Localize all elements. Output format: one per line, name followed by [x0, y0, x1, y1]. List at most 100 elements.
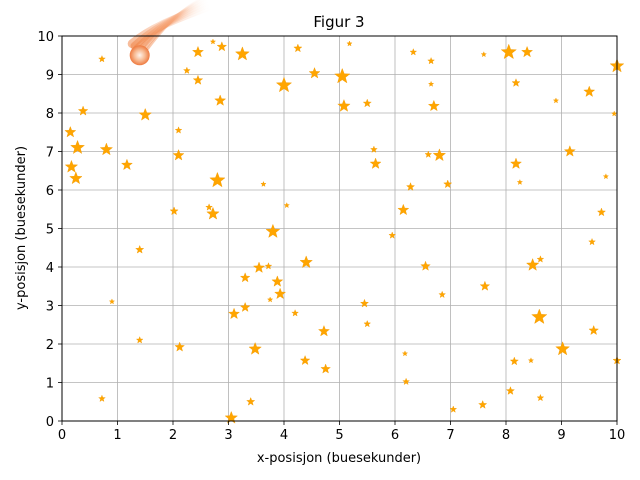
grid-lines [61, 35, 618, 422]
star-marker [209, 171, 226, 188]
y-tick-label: 8 [46, 107, 54, 122]
star-marker [293, 43, 303, 53]
star-marker [511, 78, 521, 87]
star-marker [337, 99, 351, 112]
star-marker [500, 43, 517, 60]
x-tick-label: 6 [391, 428, 399, 443]
star-marker [274, 287, 287, 300]
star-marker [98, 394, 106, 402]
star-marker [588, 324, 599, 335]
star-marker [183, 66, 191, 74]
star-marker [555, 341, 571, 356]
star-marker [172, 149, 185, 161]
star-marker [438, 290, 447, 298]
x-tick-label: 0 [58, 428, 66, 443]
x-tick-label: 9 [557, 428, 565, 443]
star-marker [334, 67, 351, 84]
star-marker [602, 173, 610, 180]
star-marker [479, 280, 491, 291]
star-marker [206, 206, 220, 220]
star-marker [359, 298, 370, 308]
star-marker [214, 94, 227, 106]
star-marker [510, 157, 522, 169]
star-marker [234, 46, 250, 61]
star-marker [174, 341, 185, 352]
star-marker [192, 45, 204, 58]
star-marker [397, 203, 410, 216]
star-marker [138, 107, 152, 121]
comet-head [129, 45, 150, 66]
x-tick-label: 8 [502, 428, 510, 443]
y-axis-label: y-posisjon (buesekunder) [14, 146, 29, 310]
star-marker [291, 309, 299, 317]
star-marker [228, 307, 241, 320]
star-marker [536, 255, 545, 263]
y-tick-label: 4 [46, 261, 54, 276]
star-marker [77, 105, 89, 116]
star-marker [402, 377, 410, 385]
star-marker [260, 180, 267, 187]
star-marker [275, 76, 293, 93]
star-marker [363, 319, 372, 328]
star-markers [64, 38, 625, 424]
star-marker [283, 202, 290, 209]
y-tick-label: 10 [37, 30, 54, 45]
star-marker [135, 244, 145, 254]
star-marker [401, 350, 409, 357]
star-marker [536, 393, 545, 402]
star-marker [432, 148, 447, 162]
star-marker [362, 98, 372, 108]
star-marker [409, 48, 418, 56]
star-marker [135, 336, 144, 344]
star-marker [99, 142, 114, 156]
star-marker [264, 262, 273, 270]
star-marker [478, 400, 488, 409]
star-marker [424, 150, 433, 158]
star-marker [317, 325, 330, 337]
star-marker [596, 207, 606, 217]
star-marker [205, 203, 213, 211]
star-marker [611, 110, 618, 117]
y-tick-label: 2 [46, 338, 54, 353]
star-marker [248, 341, 262, 355]
star-marker [427, 80, 435, 87]
star-marker [427, 99, 440, 112]
star-marker [239, 301, 251, 312]
x-tick-label: 7 [446, 428, 454, 443]
star-marker [267, 296, 274, 303]
star-marker [563, 145, 576, 157]
y-tick-label: 1 [46, 377, 54, 392]
star-marker [527, 357, 535, 364]
star-marker [521, 45, 534, 58]
comet-tail-streak [141, 0, 202, 56]
star-marker [369, 157, 382, 169]
star-marker [509, 356, 519, 366]
comet [127, 0, 215, 66]
y-tick-label: 5 [46, 223, 54, 238]
star-marker [420, 260, 431, 271]
star-marker [108, 298, 116, 305]
x-axis-ticks: 0 1 2 3 4 5 6 7 8 9 10 [58, 421, 625, 443]
star-marker [120, 158, 133, 171]
star-marker [531, 308, 548, 324]
star-marker [209, 38, 217, 45]
y-tick-label: 3 [46, 300, 54, 315]
star-marker [174, 126, 183, 134]
star-marker [265, 223, 281, 238]
star-marker [169, 206, 179, 216]
y-tick-label: 0 [46, 415, 54, 430]
star-marker [443, 179, 453, 189]
star-marker [320, 363, 331, 374]
star-marker [427, 57, 435, 65]
star-marker [583, 85, 596, 97]
star-marker [370, 145, 378, 153]
star-marker [70, 139, 85, 154]
star-marker [299, 255, 313, 269]
y-tick-label: 9 [46, 69, 54, 84]
x-tick-label: 4 [280, 428, 288, 443]
star-marker [216, 41, 228, 52]
star-marker [480, 51, 487, 58]
star-marker [239, 272, 251, 283]
star-marker [253, 261, 265, 273]
